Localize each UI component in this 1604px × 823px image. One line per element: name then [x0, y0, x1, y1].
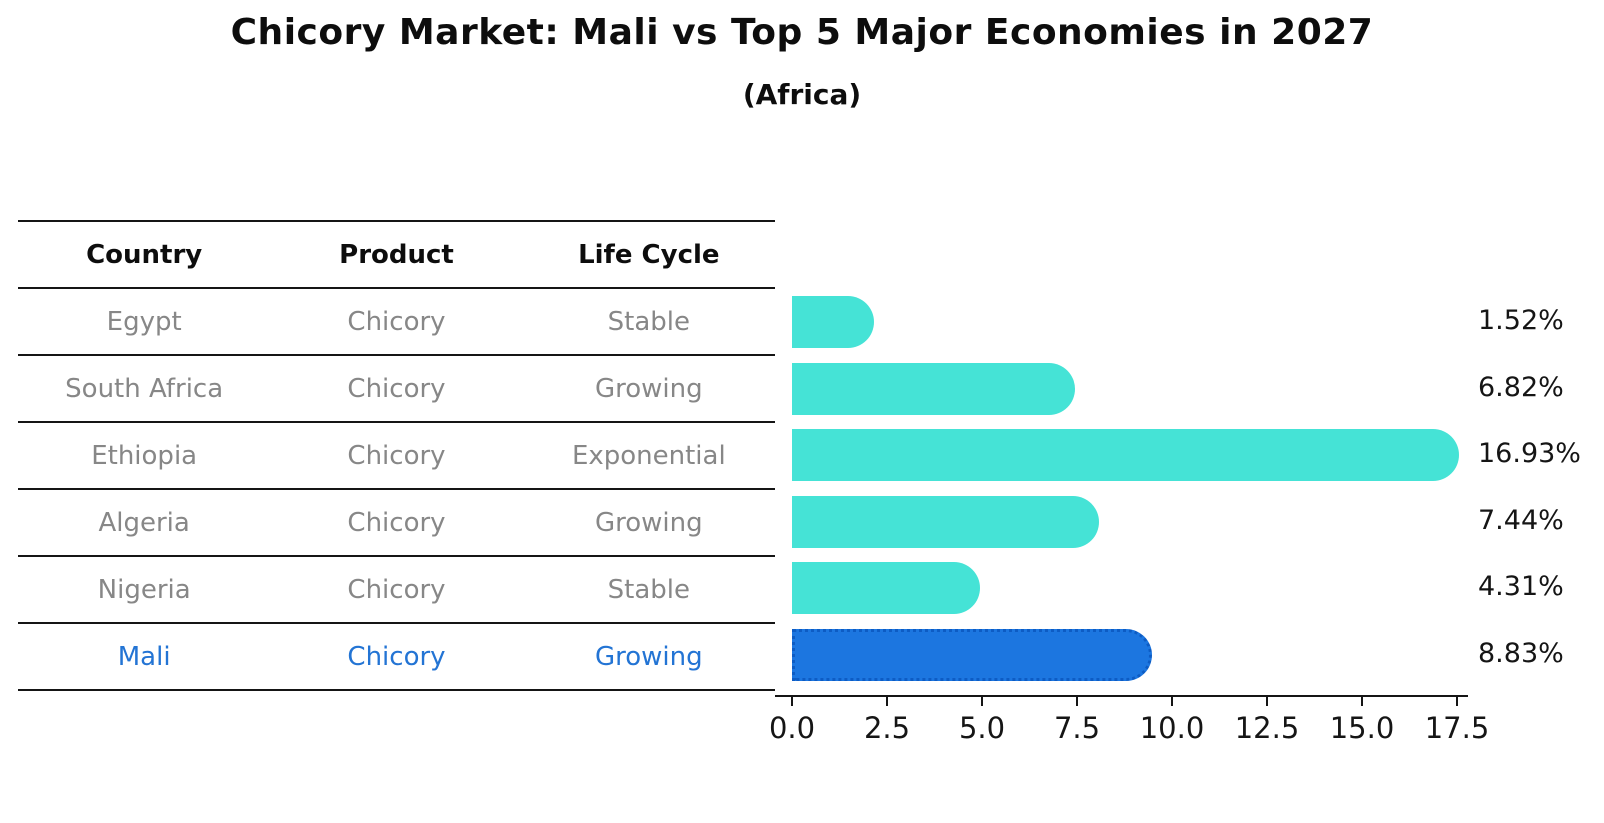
cell-product: Chicory: [347, 373, 446, 404]
x-axis-line: [775, 695, 1468, 697]
value-label-nigeria: 4.31%: [1478, 571, 1564, 602]
column-header-life-cycle: Life Cycle: [578, 239, 720, 270]
value-label-mali: 8.83%: [1478, 637, 1564, 669]
cell-country: Egypt: [106, 306, 182, 337]
cell-country: Nigeria: [97, 574, 191, 605]
x-tick-mark: [1076, 697, 1078, 706]
bar-south-africa: [792, 362, 1076, 415]
cell-product: Chicory: [347, 507, 446, 538]
cell-country: Ethiopia: [91, 440, 198, 471]
bar-algeria: [792, 495, 1099, 548]
table-row-egypt: Egypt Chicory Stable: [18, 287, 775, 354]
x-tick-label: 10.0: [1139, 711, 1205, 745]
x-tick-mark: [1266, 697, 1268, 706]
x-tick-mark: [791, 697, 793, 706]
table-row-ethiopia: Ethiopia Chicory Exponential: [18, 421, 775, 488]
column-header-country: Country: [86, 239, 203, 270]
bar-mali: [792, 628, 1152, 681]
value-label-ethiopia: 16.93%: [1478, 438, 1581, 469]
x-tick-label: 0.0: [768, 711, 816, 745]
chart-subtitle: (Africa): [742, 78, 862, 111]
cell-life-cycle: Growing: [594, 373, 703, 404]
column-header-product: Product: [339, 239, 454, 270]
value-label-south-africa: 6.82%: [1478, 371, 1564, 403]
cell-product: Chicory: [347, 574, 446, 605]
cell-country: South Africa: [65, 373, 224, 404]
table-row-south-africa: South Africa Chicory Growing: [18, 354, 775, 421]
cell-life-cycle: Growing: [594, 507, 703, 538]
bar-egypt: [792, 296, 874, 348]
table-row-algeria: Algeria Chicory Growing: [18, 488, 775, 555]
cell-life-cycle: Exponential: [571, 440, 726, 471]
value-label-egypt: 1.52%: [1478, 305, 1564, 336]
cell-product: Chicory: [347, 440, 446, 471]
cell-country: Algeria: [98, 507, 190, 538]
x-tick-mark: [1171, 697, 1173, 706]
chart-title: Chicory Market: Mali vs Top 5 Major Econ…: [230, 12, 1374, 53]
x-tick-label: 12.5: [1234, 711, 1300, 745]
country-table: Country Product Life Cycle Egypt Chicory…: [18, 220, 775, 691]
x-tick-label: 15.0: [1329, 711, 1395, 745]
x-tick-label: 17.5: [1424, 711, 1490, 745]
x-tick-mark: [886, 697, 888, 706]
bar-nigeria: [792, 562, 980, 614]
x-tick-mark: [1456, 697, 1458, 706]
cell-country: Mali: [117, 641, 171, 672]
x-tick-label: 2.5: [863, 711, 911, 745]
cell-life-cycle: Growing: [594, 641, 703, 672]
table-row-nigeria: Nigeria Chicory Stable: [18, 555, 775, 622]
table-header-row: Country Product Life Cycle: [18, 220, 775, 287]
table-row-mali: Mali Chicory Growing: [18, 622, 775, 691]
value-label-algeria: 7.44%: [1478, 504, 1564, 536]
cell-life-cycle: Stable: [607, 306, 690, 337]
x-tick-mark: [1361, 697, 1363, 706]
x-tick-label: 5.0: [958, 711, 1006, 745]
cell-life-cycle: Stable: [607, 574, 690, 605]
bar-ethiopia: [792, 429, 1460, 481]
cell-product: Chicory: [347, 641, 446, 672]
cell-product: Chicory: [347, 306, 446, 337]
x-tick-mark: [981, 697, 983, 706]
x-tick-label: 7.5: [1053, 711, 1101, 745]
